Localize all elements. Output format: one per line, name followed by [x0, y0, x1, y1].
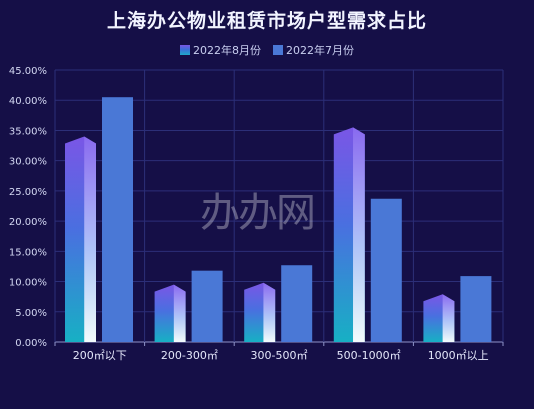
watermark: 办办网 — [200, 190, 316, 236]
y-tick-label: 20.00% — [9, 217, 47, 228]
bar-aug-highlight-4 — [442, 294, 455, 342]
legend-label-jul: 2022年7月份 — [286, 44, 354, 57]
x-tick-label: 200-300㎡ — [161, 349, 218, 362]
y-tick-label: 30.00% — [9, 157, 47, 168]
bar-jul-3 — [370, 198, 402, 342]
bar-aug-highlight-3 — [353, 127, 365, 342]
chart-legend: 2022年8月份 2022年7月份 — [0, 42, 534, 58]
bar-aug-highlight-2 — [263, 282, 276, 342]
y-tick-label: 40.00% — [9, 96, 47, 107]
y-tick-label: 15.00% — [9, 247, 47, 258]
bar-jul-2 — [281, 265, 313, 342]
y-tick-label: 35.00% — [9, 126, 47, 137]
legend-item-jul[interactable]: 2022年7月份 — [273, 42, 354, 58]
x-tick-label: 200㎡以下 — [73, 349, 127, 362]
bar-jul-0 — [102, 97, 133, 342]
legend-swatch-jul — [273, 45, 283, 55]
bar-aug-highlight-0 — [84, 136, 96, 342]
x-tick-label: 1000㎡以上 — [428, 349, 489, 362]
y-tick-label: 45.00% — [9, 66, 47, 77]
y-tick-label: 0.00% — [15, 338, 47, 349]
y-tick-label: 25.00% — [9, 187, 47, 198]
y-tick-label: 10.00% — [9, 278, 47, 289]
chart-title: 上海办公物业租赁市场户型需求占比 — [106, 10, 427, 32]
y-tick-label: 5.00% — [15, 308, 47, 319]
bar-aug-highlight-1 — [173, 284, 186, 342]
bar-jul-1 — [191, 270, 223, 342]
bar-jul-4 — [460, 276, 492, 342]
legend-label-aug: 2022年8月份 — [193, 44, 261, 57]
legend-swatch-aug — [180, 45, 190, 55]
x-tick-label: 500-1000㎡ — [337, 349, 401, 362]
legend-item-aug[interactable]: 2022年8月份 — [180, 42, 261, 58]
x-tick-label: 300-500㎡ — [251, 349, 308, 362]
